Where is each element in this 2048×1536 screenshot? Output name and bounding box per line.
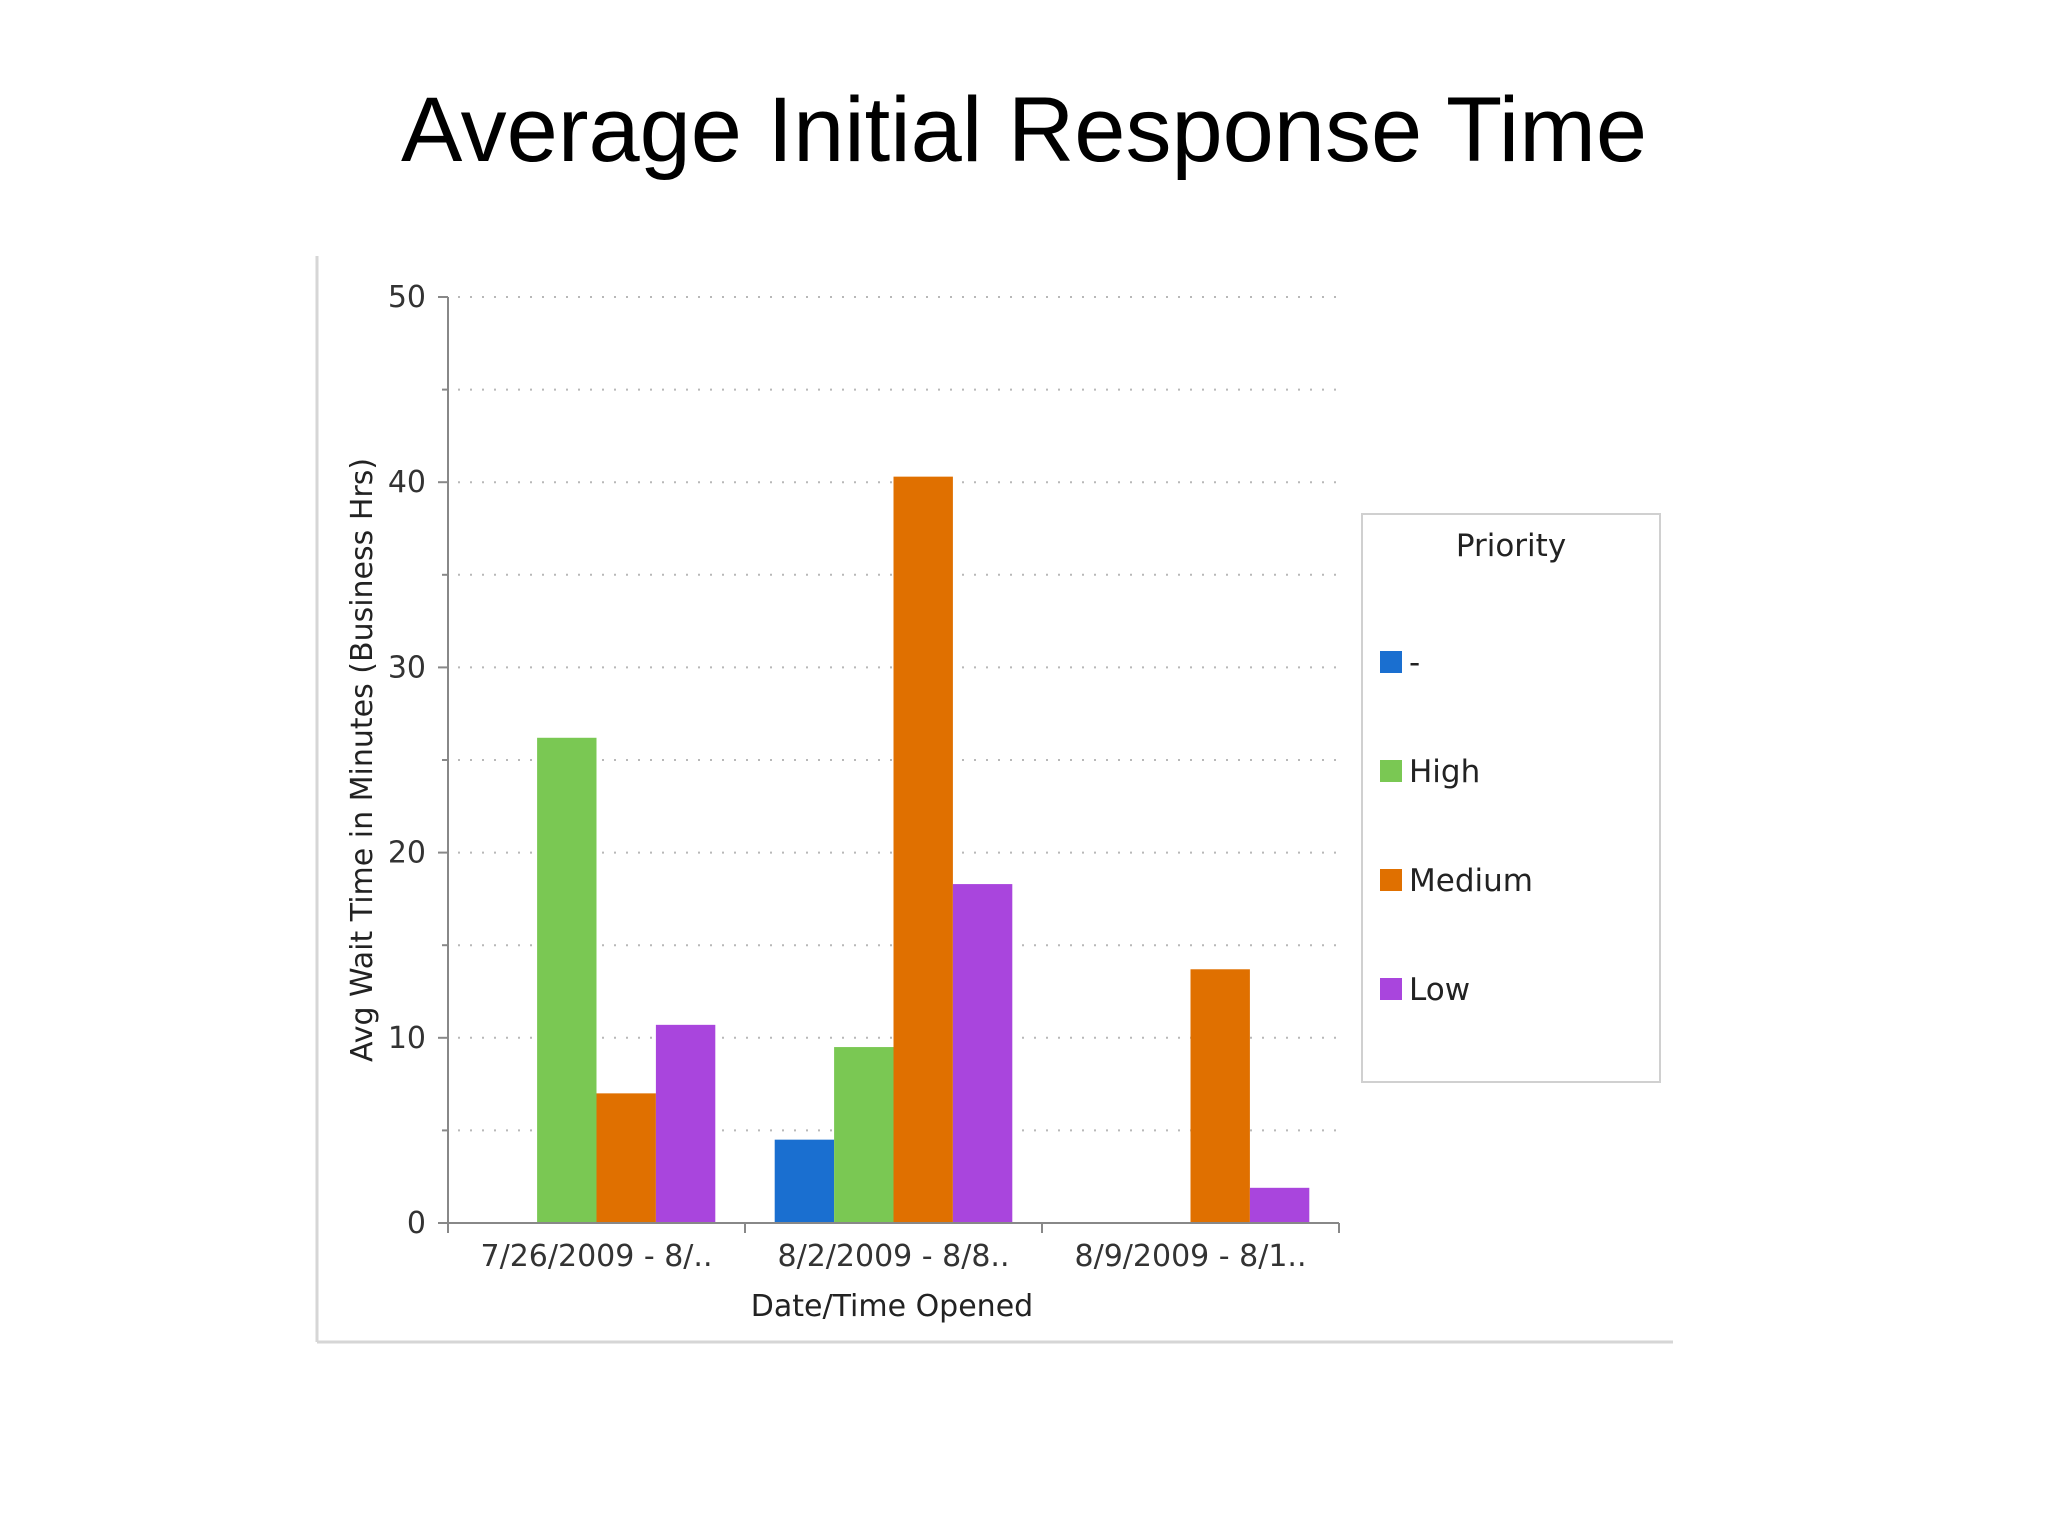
y-tick-label: 10 (388, 1021, 426, 1056)
bar-low (655, 1024, 716, 1223)
x-tick-label: 8/2/2009 - 8/8.. (778, 1239, 1010, 1274)
bar-high (834, 1047, 894, 1223)
bar-medium (596, 1093, 656, 1223)
bar-low (1249, 1187, 1310, 1223)
bar-none (774, 1139, 835, 1223)
bars (537, 476, 1310, 1223)
legend: Priority - High Medium Low (1361, 513, 1661, 1083)
bar-medium (1190, 969, 1250, 1223)
legend-swatch (1380, 978, 1402, 1000)
x-tick-label: 7/26/2009 - 8/.. (481, 1239, 713, 1274)
legend-label: Medium (1409, 863, 1533, 899)
y-tick-label: 40 (388, 465, 426, 500)
legend-swatch (1380, 760, 1402, 782)
legend-label: Low (1409, 972, 1470, 1008)
y-axis-title: Avg Wait Time in Minutes (Business Hrs) (345, 458, 380, 1062)
legend-swatch (1380, 651, 1402, 673)
legend-title: Priority (1456, 528, 1566, 564)
y-tick-label: 30 (388, 650, 426, 685)
bar-medium (893, 476, 953, 1223)
slide-title: Average Initial Response Time (400, 79, 1648, 181)
bar-low (952, 884, 1013, 1223)
legend-box (1361, 513, 1661, 1083)
y-tick-label: 0 (407, 1206, 426, 1241)
x-tick-label: 8/9/2009 - 8/1.. (1075, 1239, 1307, 1274)
bar-high (537, 737, 597, 1223)
x-axis-title: Date/Time Opened (751, 1289, 1033, 1324)
legend-label: High (1409, 754, 1480, 790)
y-tick-label: 20 (388, 836, 426, 871)
legend-label: - (1409, 645, 1420, 681)
legend-swatch (1380, 869, 1402, 891)
legend-items: - High Medium Low (1380, 645, 1533, 1008)
y-tick-label: 50 (388, 280, 426, 315)
axes: 0 10 20 30 40 50 7/26/2009 - 8/.. 8/2/2009 - 8/… (388, 280, 1340, 1274)
